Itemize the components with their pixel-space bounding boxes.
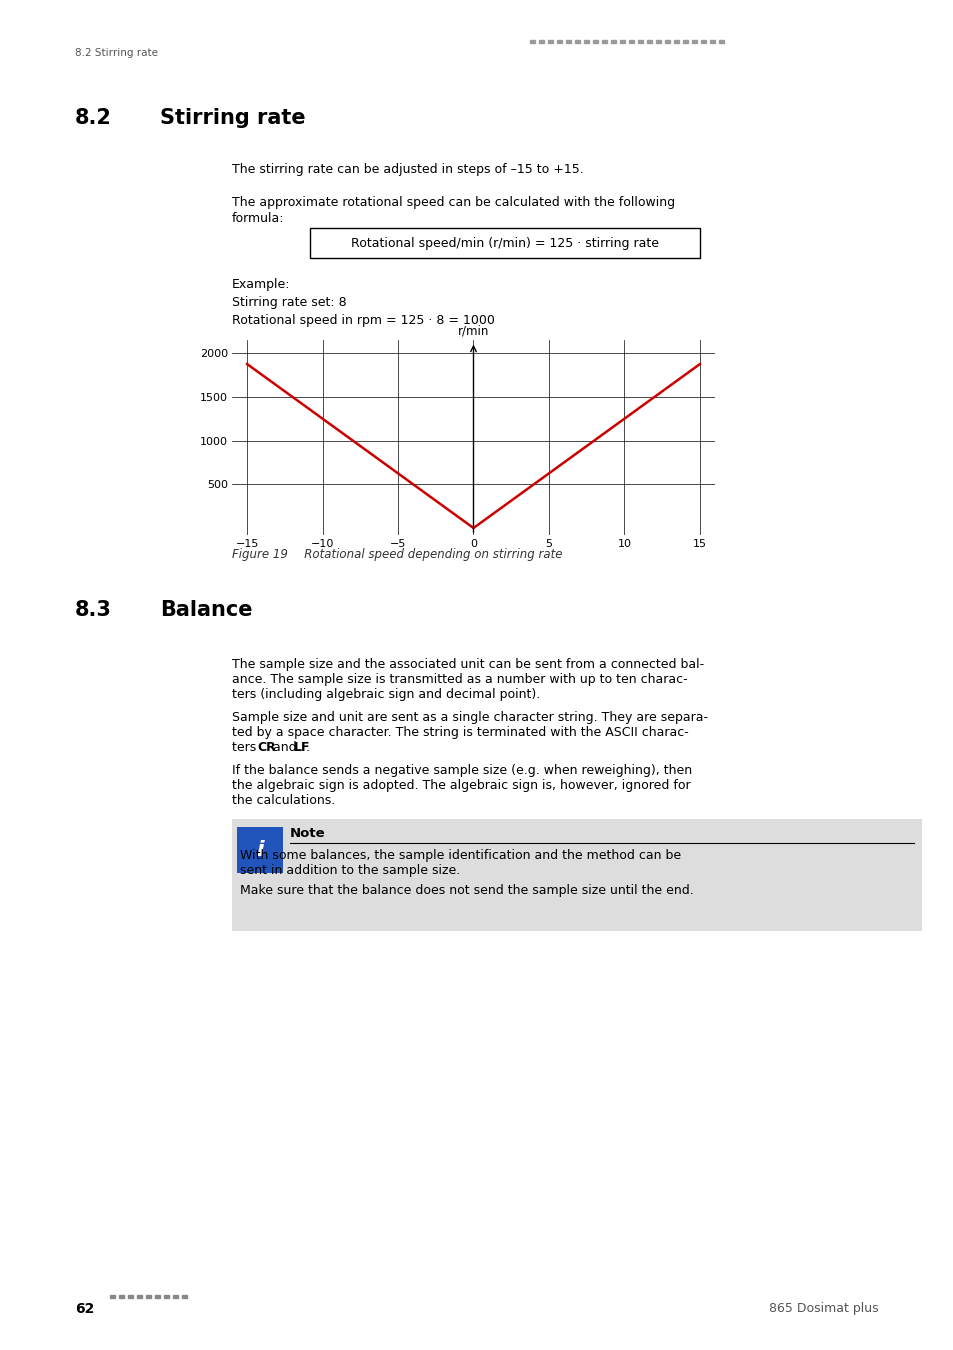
Text: ance. The sample size is transmitted as a number with up to ten charac-: ance. The sample size is transmitted as … [232,674,687,686]
Text: CR: CR [257,741,275,755]
Text: 62: 62 [75,1301,94,1316]
Bar [709,39,714,43]
Bar [172,1295,178,1297]
Text: ters: ters [232,741,260,755]
Text: The stirring rate can be adjusted in steps of –15 to +15.: The stirring rate can be adjusted in ste… [232,163,583,176]
Text: Example:: Example: [232,278,291,292]
Bar [164,1295,170,1297]
Text: ↺: ↺ [333,338,356,366]
Bar [691,39,697,43]
Text: .: . [305,741,310,755]
Bar [154,1295,160,1297]
Bar [530,39,535,43]
Text: the calculations.: the calculations. [232,794,335,807]
Bar [146,1295,152,1297]
Text: With some balances, the sample identification and the method can be: With some balances, the sample identific… [240,849,680,863]
Bar [638,39,642,43]
Bar [547,39,553,43]
Text: Rotational speed depending on stirring rate: Rotational speed depending on stirring r… [293,548,562,562]
Bar [646,39,651,43]
Text: 8.2: 8.2 [75,108,112,128]
Bar [110,1295,115,1297]
Bar [128,1295,133,1297]
Text: ters (including algebraic sign and decimal point).: ters (including algebraic sign and decim… [232,688,539,701]
Bar [610,39,616,43]
Text: ted by a space character. The string is terminated with the ASCII charac-: ted by a space character. The string is … [232,726,688,738]
Text: 865 Dosimat plus: 865 Dosimat plus [768,1301,878,1315]
Bar [673,39,679,43]
Bar [538,39,543,43]
Bar [601,39,606,43]
Text: formula:: formula: [232,212,284,225]
Text: 8.2 Stirring rate: 8.2 Stirring rate [75,49,158,58]
Bar [182,1295,188,1297]
Bar [682,39,687,43]
Text: sent in addition to the sample size.: sent in addition to the sample size. [240,864,459,878]
Text: 8.3: 8.3 [75,599,112,620]
Bar [656,39,660,43]
Bar [664,39,669,43]
Text: r/min: r/min [457,324,489,338]
Text: The sample size and the associated unit can be sent from a connected bal-: The sample size and the associated unit … [232,657,703,671]
Bar [119,1295,125,1297]
Text: Note: Note [290,828,325,840]
Bar [310,228,700,258]
Text: the algebraic sign is adopted. The algebraic sign is, however, ignored for: the algebraic sign is adopted. The algeb… [232,779,690,792]
Text: Balance: Balance [160,599,253,620]
Bar [619,39,624,43]
Text: Sample size and unit are sent as a single character string. They are separa-: Sample size and unit are sent as a singl… [232,711,707,724]
Bar [583,39,588,43]
Bar [575,39,579,43]
Text: Figure 19: Figure 19 [232,548,288,562]
Text: i: i [256,840,264,860]
Bar [137,1295,142,1297]
Text: Make sure that the balance does not send the sample size until the end.: Make sure that the balance does not send… [240,884,693,896]
Text: and: and [269,741,300,755]
Text: Stirring rate set: 8: Stirring rate set: 8 [232,296,346,309]
Text: ↻: ↻ [583,338,606,366]
Bar [565,39,571,43]
Bar [593,39,598,43]
Text: Rotational speed in rpm = 125 · 8 = 1000: Rotational speed in rpm = 125 · 8 = 1000 [232,315,495,327]
Bar [628,39,634,43]
Text: If the balance sends a negative sample size (e.g. when reweighing), then: If the balance sends a negative sample s… [232,764,691,778]
Text: LF: LF [294,741,311,755]
Bar [700,39,705,43]
Bar [719,39,723,43]
Text: Rotational speed/min (r/min) = 125 · stirring rate: Rotational speed/min (r/min) = 125 · sti… [351,236,659,250]
Bar [232,819,921,931]
Text: Stirring rate: Stirring rate [160,108,305,128]
Bar [557,39,561,43]
Bar [236,828,283,873]
Text: The approximate rotational speed can be calculated with the following: The approximate rotational speed can be … [232,196,675,209]
